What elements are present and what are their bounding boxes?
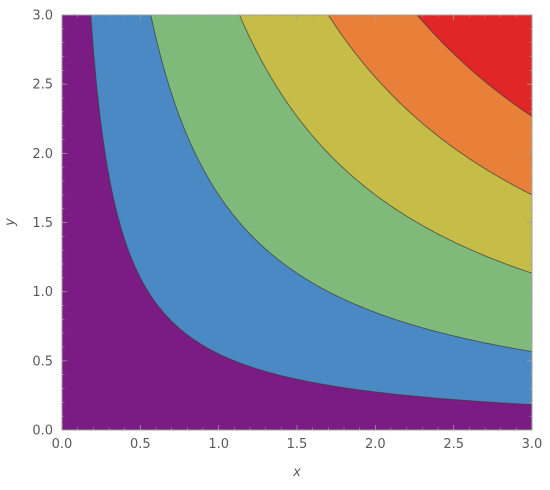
x-tick-label: 0.0: [52, 437, 73, 452]
y-axis-label: y: [3, 218, 18, 227]
contour-line-3: [239, 14, 533, 274]
x-tick-label: 3.0: [522, 437, 543, 452]
y-tick-label: 2.5: [32, 78, 53, 93]
y-axis-ticks: 0.0 0.5 1.0 1.5 2.0 2.5 3.0: [32, 9, 532, 439]
y-tick-label: 1.0: [32, 285, 53, 300]
contour-line-2: [150, 14, 533, 353]
y-tick-label: 0.5: [32, 354, 53, 369]
x-axis-label: x: [292, 465, 301, 480]
contour-line-1: [90, 14, 533, 406]
contour-band-5: [417, 15, 532, 117]
contour-line-5: [416, 14, 533, 117]
contour-lines: [90, 14, 533, 406]
x-tick-label: 2.0: [365, 437, 386, 452]
x-axis-ticks: 0.0 0.5 1.0 1.5 2.0 2.5 3.0: [52, 15, 543, 452]
y-tick-label: 1.5: [32, 216, 53, 231]
x-tick-label: 1.5: [287, 437, 308, 452]
x-tick-label: 1.0: [208, 437, 229, 452]
y-tick-label: 3.0: [32, 9, 53, 24]
contour-bands: [62, 15, 532, 430]
contour-line-4: [327, 14, 533, 196]
y-tick-label: 2.0: [32, 147, 53, 162]
y-tick-label: 0.0: [32, 424, 53, 439]
x-tick-label: 2.5: [443, 437, 464, 452]
x-tick-label: 0.5: [130, 437, 151, 452]
